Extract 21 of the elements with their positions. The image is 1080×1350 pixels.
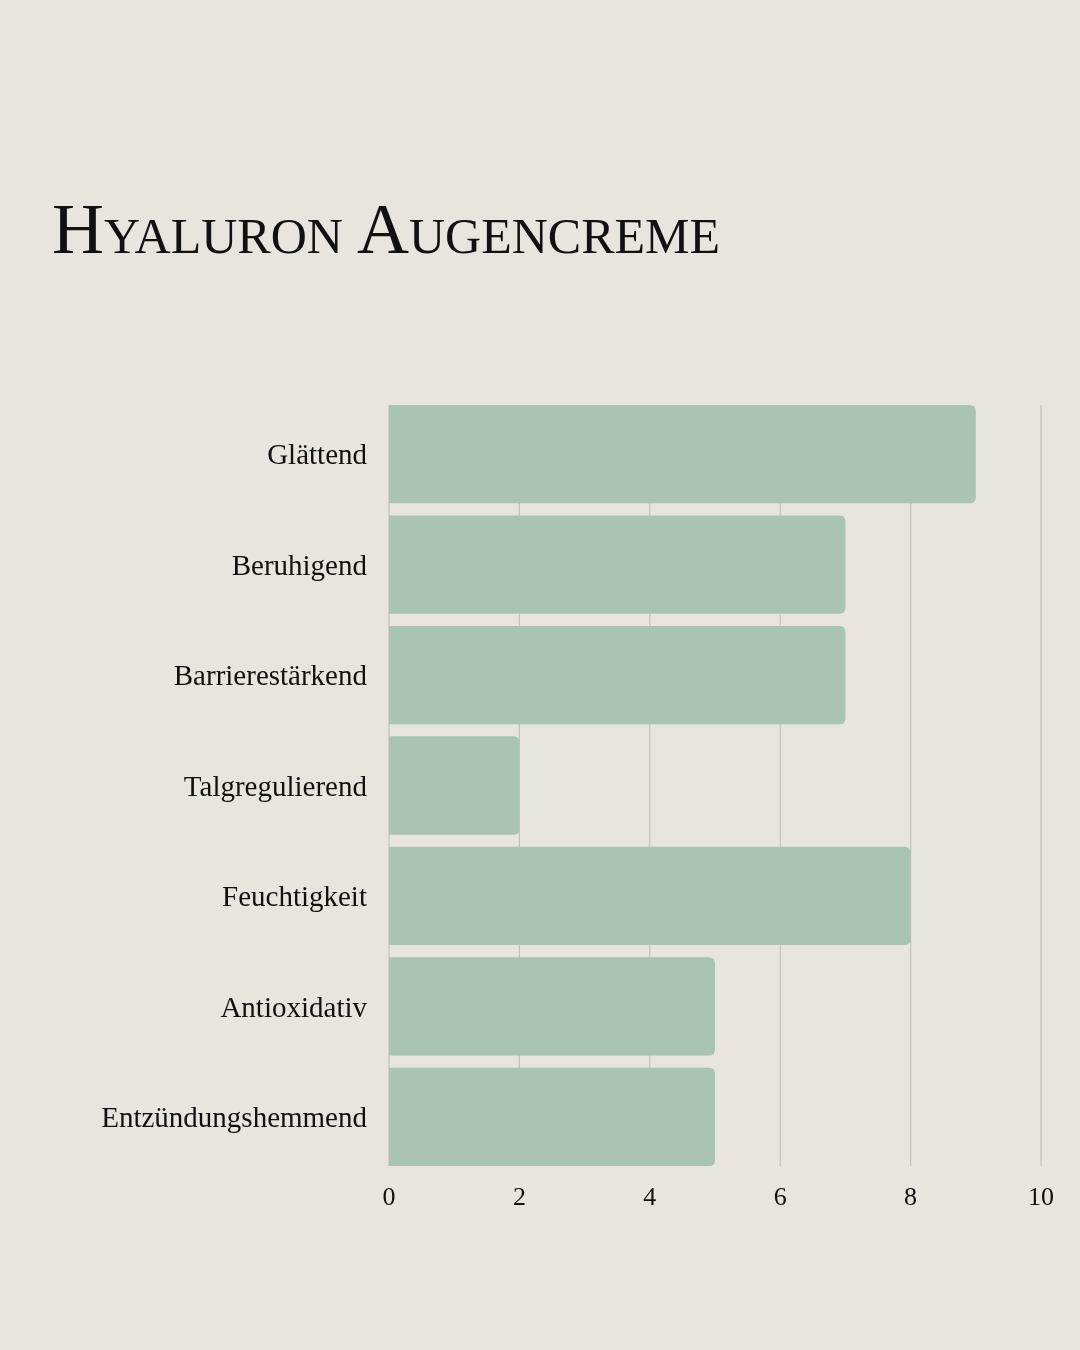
y-tick-label: Antioxidativ: [220, 990, 368, 1023]
bar: [389, 736, 520, 835]
x-tick-label: 2: [512, 1182, 526, 1211]
x-tick-label: 10: [1028, 1182, 1054, 1211]
x-tick-label: 6: [773, 1182, 787, 1211]
x-tick-label: 8: [904, 1182, 918, 1211]
x-tick-label: 4: [643, 1182, 657, 1211]
y-tick-label: Glättend: [267, 438, 368, 471]
y-tick-label: Barrierestärkend: [173, 659, 368, 692]
y-tick-label: Talgregulierend: [183, 769, 368, 802]
bar: [389, 515, 846, 614]
bar: [389, 846, 911, 946]
bar: [389, 405, 976, 504]
y-tick-label: Beruhigend: [231, 548, 368, 581]
bar: [389, 957, 715, 1056]
bar: [389, 1067, 715, 1166]
y-tick-label: Feuchtigkeit: [222, 880, 367, 913]
chart-title: Hyaluron Augencreme: [52, 189, 721, 269]
bar: [389, 625, 846, 725]
x-tick-label: 0: [382, 1182, 396, 1211]
y-tick-label: Entzündungshemmend: [101, 1101, 368, 1133]
